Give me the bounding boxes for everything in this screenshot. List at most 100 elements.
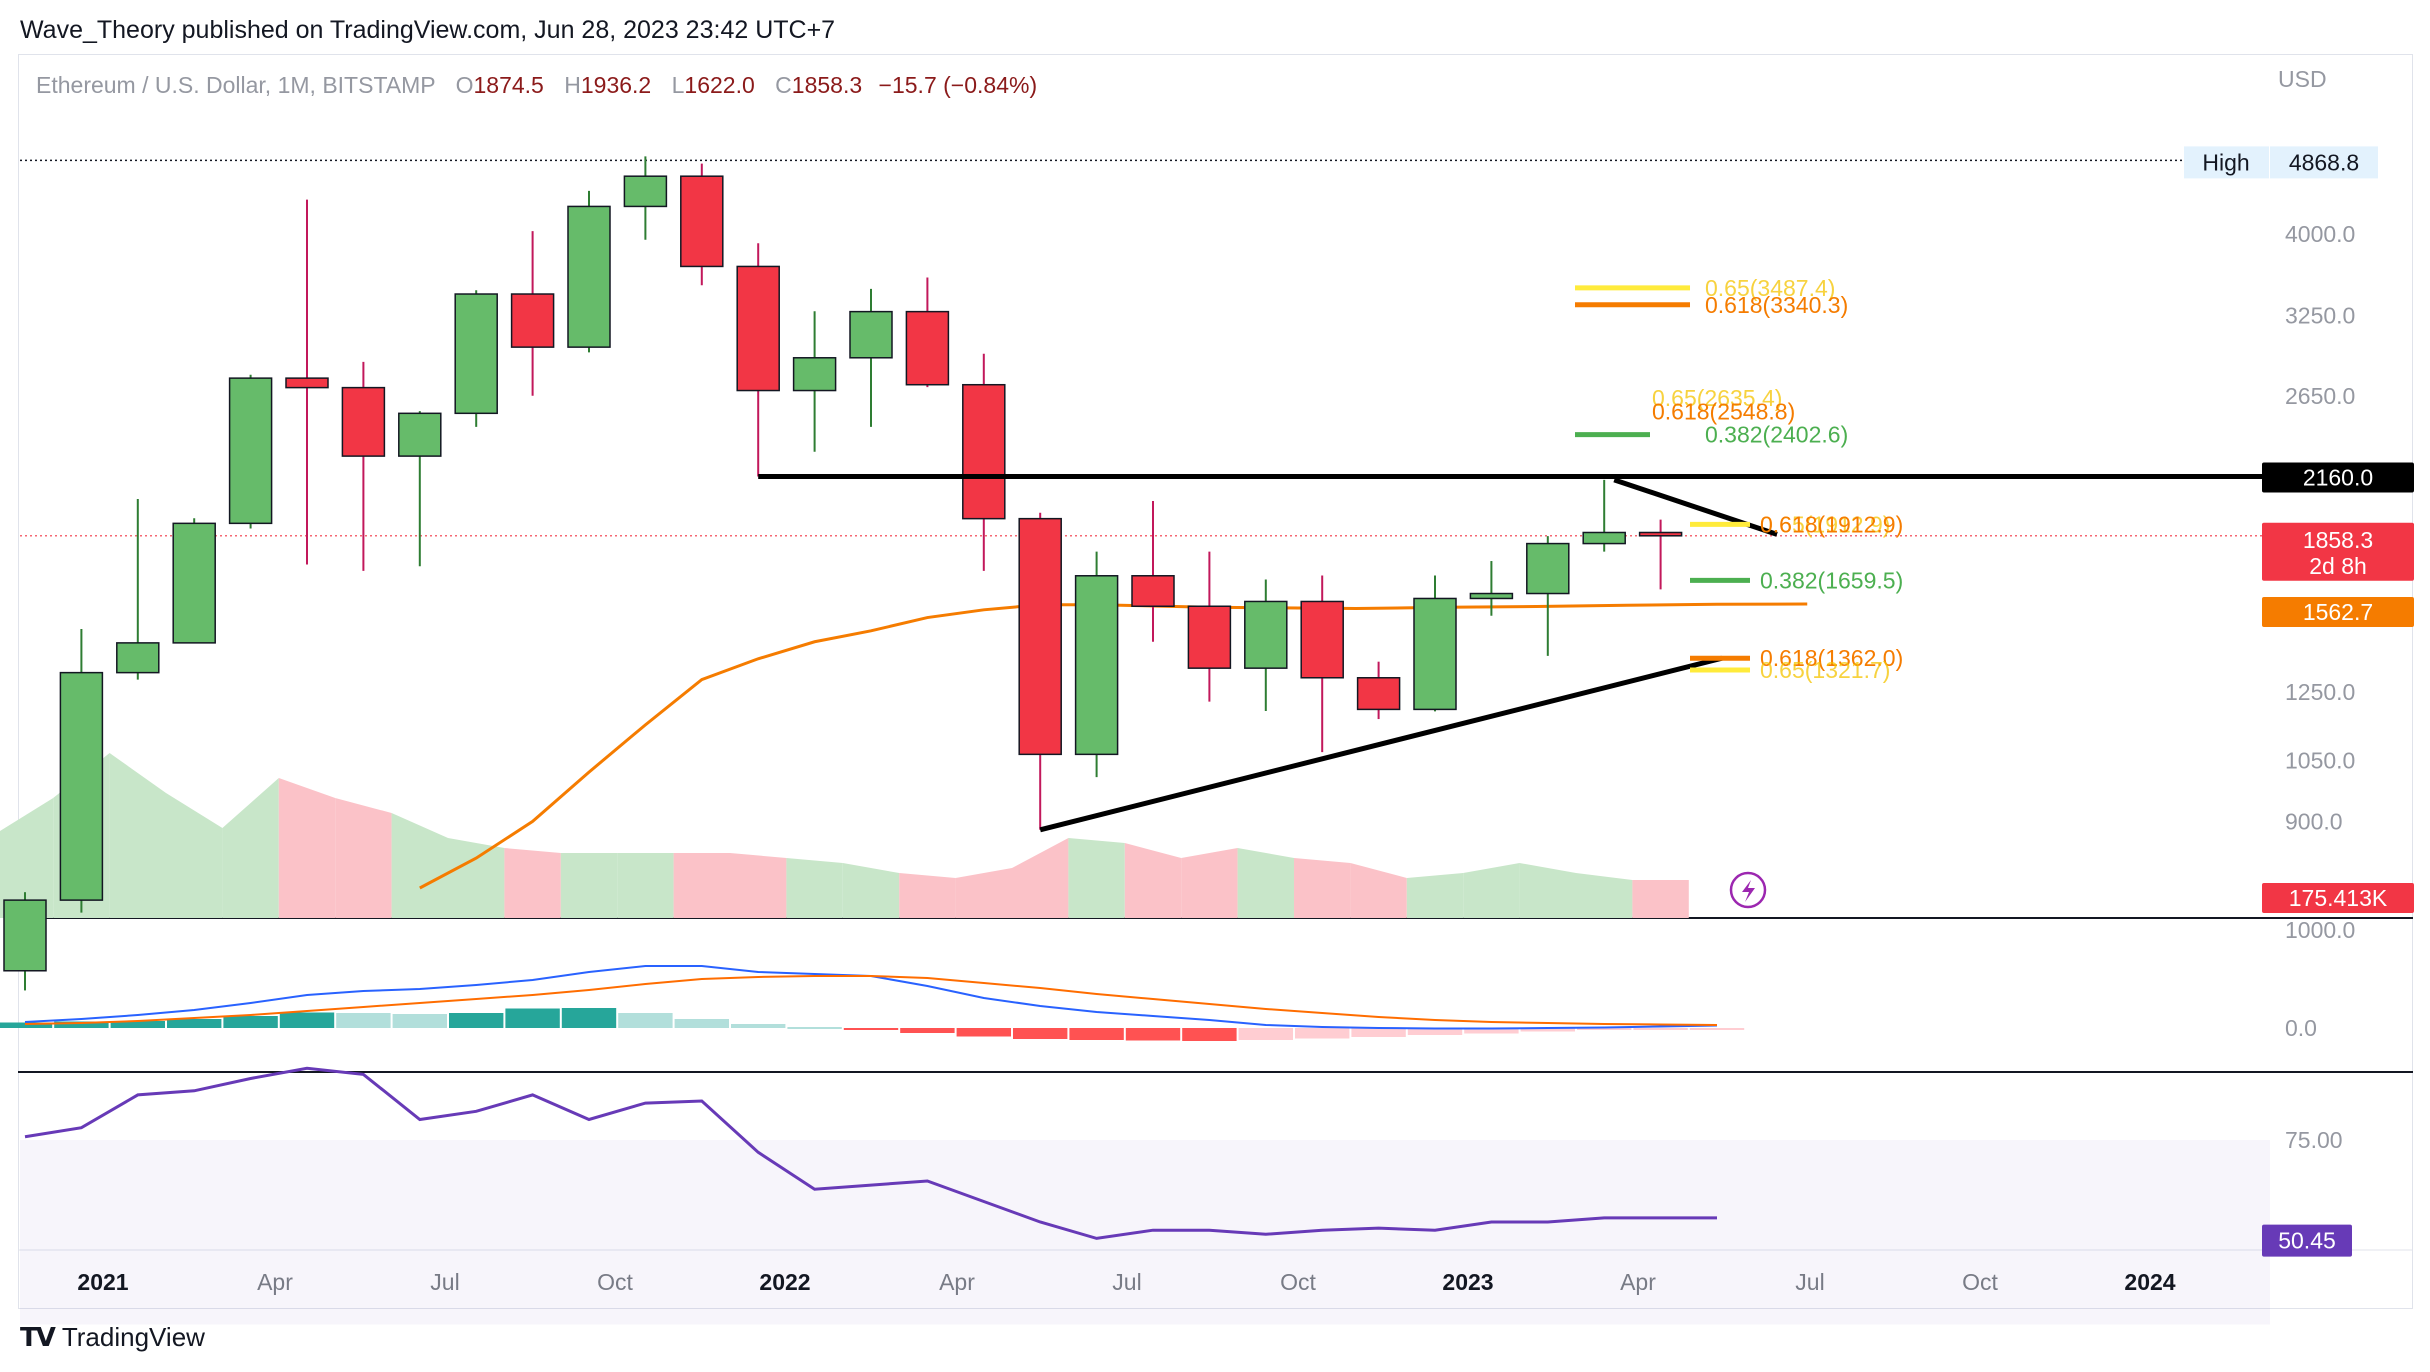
volume-area — [391, 813, 448, 918]
fib-label: 0.65(2635.4) — [1652, 385, 1782, 411]
macd-histogram-bar — [223, 1016, 278, 1028]
volume-area — [1012, 838, 1069, 918]
footer-brand[interactable]: TradingView — [61, 1322, 205, 1352]
macd-histogram-bar — [1520, 1028, 1575, 1032]
volume-area — [1068, 838, 1125, 918]
candle-body — [1356, 677, 1401, 711]
volume-badge-bg — [2262, 883, 2414, 913]
volume-area — [504, 848, 561, 918]
volume-area — [1463, 863, 1520, 918]
price-axis-tick: 4000.0 — [2285, 221, 2355, 247]
candle-body — [905, 310, 950, 386]
resistance-price-badge: 2160.0 — [2303, 465, 2373, 491]
rsi-line — [24, 1066, 1717, 1240]
fib-label: 0.618(1362.0) — [1760, 645, 1903, 671]
fib-label: 0.618(1912.9) — [1760, 511, 1903, 537]
macd-histogram-bar — [1125, 1028, 1181, 1041]
candle-body — [792, 357, 837, 392]
tradingview-logo-icon[interactable]: 𝗧𝗩 — [20, 1322, 56, 1352]
candle-body — [567, 205, 611, 348]
volume-area — [617, 853, 674, 918]
macd-histogram-bar — [1351, 1028, 1406, 1037]
macd-histogram-bar — [1407, 1028, 1463, 1035]
time-axis-tick: Oct — [1962, 1269, 1998, 1295]
ema-price-badge: 1562.7 — [2303, 599, 2373, 625]
time-axis-tick: 2023 — [1442, 1269, 1493, 1295]
candle-body — [454, 293, 498, 415]
volume-area — [166, 793, 223, 918]
price-axis-tick: 2650.0 — [2285, 383, 2355, 409]
legend-open-value: 1874.5 — [473, 72, 544, 98]
macd-histogram-bar — [561, 1008, 617, 1028]
volume-area — [673, 853, 730, 918]
volume-area — [1237, 848, 1294, 918]
volume-area — [730, 853, 787, 918]
legend-low-label: L — [671, 72, 685, 98]
candle-body — [1244, 600, 1288, 669]
high-value-bg — [2270, 146, 2378, 179]
legend-symbol[interactable]: Ethereum / U.S. Dollar, 1M, BITSTAMP — [36, 72, 436, 98]
volume-area — [786, 858, 843, 918]
macd-histogram-bar — [900, 1028, 955, 1033]
fib-label: 0.382(2402.6) — [1705, 422, 1848, 448]
macd-histogram-bar — [167, 1019, 222, 1028]
time-axis-tick: Apr — [939, 1269, 975, 1295]
candle-body — [623, 175, 668, 208]
volume-area — [1406, 873, 1464, 918]
candle-body — [736, 265, 780, 392]
time-axis-tick: Apr — [1620, 1269, 1656, 1295]
time-axis-tick: Jul — [1795, 1269, 1824, 1295]
candle-body — [1131, 575, 1175, 607]
macd-histogram-bar — [1633, 1028, 1688, 1030]
symbol-legend: Ethereum / U.S. Dollar, 1M, BITSTAMP O18… — [36, 72, 1037, 99]
macd-histogram-bar — [279, 1012, 335, 1028]
legend-high-value: 1936.2 — [580, 72, 652, 98]
publisher-line: Wave_Theory published on TradingView.com… — [20, 16, 836, 44]
candle-body — [680, 175, 724, 268]
footer: 𝗧𝗩 TradingView — [20, 1322, 205, 1353]
volume-area — [955, 868, 1012, 918]
macd-histogram-bar — [336, 1013, 391, 1028]
rsi-axis-tick: 75.00 — [2285, 1127, 2343, 1153]
volume-badge: 175.413K — [2289, 885, 2388, 911]
fib-label: 0.618(3340.3) — [1705, 292, 1848, 318]
last-price-badge: 1858.3 — [2303, 527, 2373, 553]
candle-body — [285, 377, 329, 389]
volume-area — [1181, 848, 1238, 918]
volume-area — [899, 873, 956, 918]
time-axis-tick: Apr — [257, 1269, 293, 1295]
time-axis-tick: Jul — [430, 1269, 459, 1295]
candle-body — [1469, 592, 1514, 600]
legend-low-value: 1622.0 — [684, 72, 755, 98]
lower-trendline — [1039, 655, 1723, 833]
macd-histogram-bar — [674, 1019, 729, 1028]
fib-label: 0.618(2548.8) — [1652, 398, 1795, 424]
macd-histogram-bar — [956, 1028, 1011, 1037]
fib-label: 0.65(3487.4) — [1705, 275, 1835, 301]
currency-label[interactable]: USD — [2278, 66, 2327, 92]
candle-body — [3, 899, 47, 972]
high-value: 4868.8 — [2289, 149, 2359, 175]
volume-area — [0, 798, 54, 918]
price-axis-tick: 3250.0 — [2285, 303, 2355, 329]
candle-body — [1526, 542, 1570, 595]
volume-area — [560, 853, 618, 918]
candle-body — [849, 310, 893, 359]
legend-change: −15.7 (−0.84%) — [878, 72, 1038, 98]
price-axis-tick: 1050.0 — [2285, 748, 2355, 774]
candle-body — [1018, 517, 1062, 756]
macd-axis-tick: 0.0 — [2285, 1015, 2317, 1041]
macd-histogram-bar — [54, 1021, 109, 1028]
macd-axis-tick: 1000.0 — [2285, 917, 2355, 943]
time-axis-tick: Oct — [597, 1269, 633, 1295]
macd-histogram-bar — [1464, 1028, 1519, 1034]
macd-histogram-bar — [1577, 1028, 1632, 1030]
volume-area — [1124, 843, 1182, 918]
price-axis-tick: 900.0 — [2285, 808, 2343, 834]
high-label-bg — [2184, 146, 2269, 179]
candle-body — [398, 412, 442, 457]
volume-area — [1632, 880, 1689, 918]
volume-area — [448, 838, 505, 918]
time-axis-tick: Jul — [1112, 1269, 1141, 1295]
